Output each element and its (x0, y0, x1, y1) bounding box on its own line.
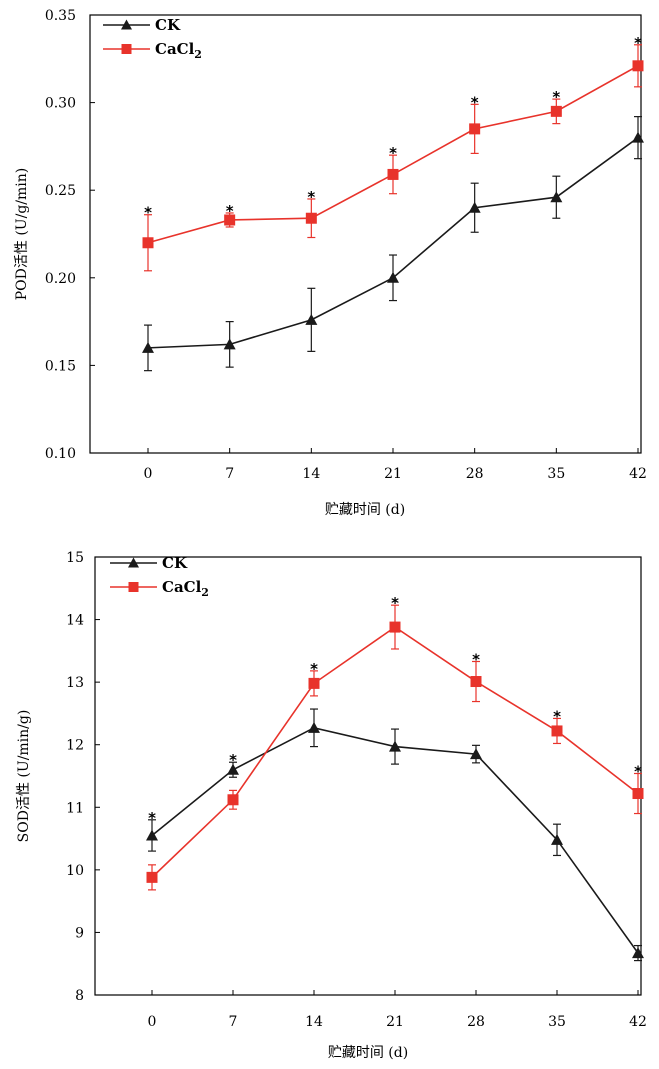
pod-significance-mark: * (634, 34, 642, 52)
pod-legend-cacl2-label: CaCl2 (155, 40, 202, 61)
pod-x-axis: 0 7 14 21 28 35 42 (144, 448, 647, 482)
pod-cacl2-point (224, 214, 236, 226)
sod-significance-mark: * (310, 660, 318, 678)
pod-significance-mark: * (226, 202, 234, 220)
sod-y-tick-label: 10 (66, 863, 84, 879)
pod-ck-point (468, 201, 481, 213)
pod-y-tick-label: 0.20 (45, 271, 76, 287)
pod-significance-mark: * (471, 93, 479, 111)
sod-y-tick-label: 14 (66, 613, 84, 629)
sod-ck-point (632, 947, 644, 959)
sod-significance-mark: * (229, 751, 237, 769)
pod-significance-mark: * (552, 88, 560, 106)
pod-legend-ck-marker (121, 19, 132, 30)
pod-y-axis-title: POD活性 (U/g/min) (14, 168, 30, 300)
pod-plot-frame (89, 14, 642, 454)
sod-y-tick-label: 8 (75, 988, 84, 1004)
sod-cacl2-point (308, 677, 320, 689)
pod-x-tick-label: 14 (302, 466, 320, 482)
sod-ck-point (227, 763, 239, 775)
sod-legend: CK CaCl2 (110, 554, 209, 599)
sod-x-tick-label: 14 (305, 1014, 323, 1030)
pod-legend: CK CaCl2 (103, 16, 202, 61)
sod-significance-mark: * (634, 762, 642, 780)
sod-significance-mark: * (148, 809, 156, 827)
pod-ck-point (142, 341, 154, 353)
sod-y-tick-label: 13 (66, 675, 84, 691)
pod-x-tick-label: 0 (144, 466, 153, 482)
pod-y-tick-label: 0.25 (45, 183, 76, 199)
sod-ck-point (389, 740, 401, 752)
sod-ck-point (146, 829, 158, 841)
sod-x-tick-label: 35 (548, 1014, 566, 1030)
sod-y-axis: 8 9 10 11 12 13 14 15 (66, 550, 100, 1004)
sod-cacl2-point (470, 676, 482, 688)
sod-x-axis: 0 7 14 21 28 35 42 (148, 990, 647, 1030)
pod-significance-mark: * (307, 188, 315, 206)
pod-cacl2-point (550, 105, 562, 117)
sod-legend-ck-marker (128, 557, 139, 568)
pod-ck-point (550, 191, 563, 203)
pod-cacl2-point (305, 212, 317, 224)
pod-ck-point (632, 131, 644, 143)
pod-legend-ck-label: CK (155, 16, 181, 34)
pod-significance-mark: * (389, 144, 397, 162)
sod-plot-frame (94, 556, 642, 996)
pod-x-axis-title: 贮藏时间 (d) (325, 502, 405, 518)
sod-y-axis-title: SOD活性 (U/min/g) (16, 710, 32, 843)
sod-legend-cacl2-label: CaCl2 (162, 578, 209, 599)
pod-significance-mark: * (144, 204, 152, 222)
sod-ck-point (551, 833, 563, 845)
pod-ck-point (305, 313, 318, 325)
sod-chart: 8 9 10 11 12 13 14 15 0 7 14 21 28 35 42 * * * * * * * 贮藏时间… (16, 550, 647, 1061)
pod-cacl2-point (387, 168, 399, 180)
sod-significance-mark: * (472, 650, 480, 668)
sod-significance-mark: * (553, 707, 561, 725)
sod-x-tick-label: 28 (467, 1014, 485, 1030)
sod-legend-cacl2-marker (128, 582, 139, 592)
pod-x-tick-label: 35 (547, 466, 565, 482)
pod-chart: 0.100.150.200.250.300.35 0 7 14 21 28 35 42 * *… (14, 8, 647, 518)
pod-series-layer: * * * * * * * (142, 34, 644, 372)
pod-y-tick-label: 0.35 (45, 8, 76, 24)
pod-ck-point (223, 338, 236, 350)
pod-cacl2-point (142, 237, 154, 249)
pod-legend-cacl2-marker (121, 44, 132, 54)
sod-cacl2-point (146, 871, 158, 883)
sod-x-tick-label: 0 (148, 1014, 157, 1030)
sod-ck-point (470, 748, 482, 760)
pod-x-tick-label: 21 (384, 466, 402, 482)
sod-x-axis-title: 贮藏时间 (d) (328, 1045, 408, 1061)
sod-y-tick-label: 15 (66, 550, 84, 566)
sod-cacl2-point (551, 725, 563, 737)
sod-cacl2-point (632, 788, 644, 800)
pod-x-tick-label: 7 (225, 466, 234, 482)
sod-ck-point (308, 721, 320, 733)
sod-x-tick-label: 21 (386, 1014, 404, 1030)
sod-y-tick-label: 12 (66, 738, 84, 754)
pod-ck-point (387, 271, 399, 283)
pod-y-tick-label: 0.10 (45, 446, 76, 462)
sod-series-layer: * * * * * * * (146, 594, 644, 962)
pod-y-axis: 0.10 0.15 0.20 0.25 0.30 0.35 (45, 8, 95, 462)
pod-x-tick-label: 28 (466, 466, 484, 482)
sod-cacl2-point (389, 621, 401, 633)
sod-cacl2-point (227, 794, 239, 806)
sod-y-tick-label: 9 (75, 925, 84, 941)
sod-x-tick-label: 42 (629, 1014, 647, 1030)
sod-legend-ck-label: CK (162, 554, 188, 572)
pod-cacl2-point (469, 123, 481, 135)
sod-significance-mark: * (391, 594, 399, 612)
pod-y-tick-label: 0.15 (45, 358, 76, 374)
pod-y-tick-label: 0.30 (45, 96, 76, 112)
pod-x-tick-label: 42 (629, 466, 647, 482)
sod-y-tick-label: 11 (66, 800, 84, 816)
sod-x-tick-label: 7 (229, 1014, 238, 1030)
pod-cacl2-point (632, 60, 644, 72)
